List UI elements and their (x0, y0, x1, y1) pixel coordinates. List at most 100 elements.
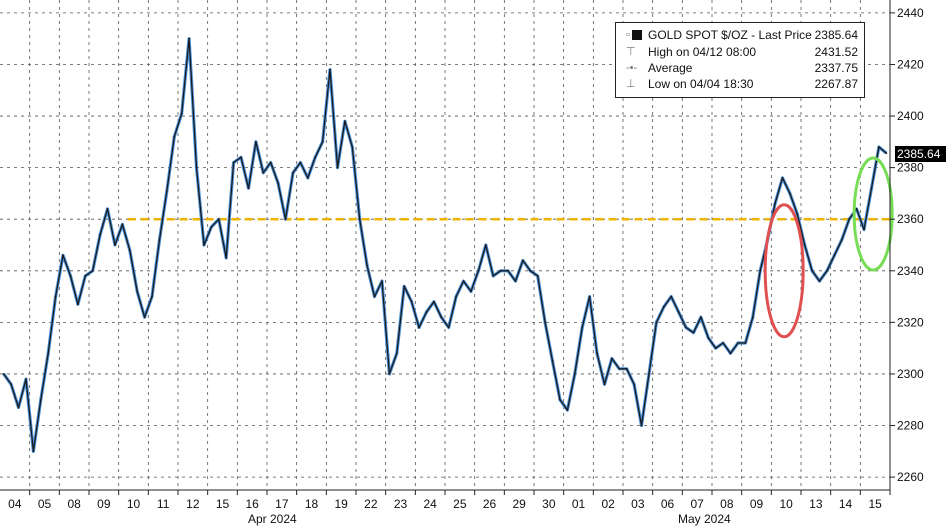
price-point (796, 213, 799, 215)
price-point (499, 269, 502, 272)
month-label-april: Apr 2024 (248, 512, 297, 526)
price-point (774, 202, 776, 205)
legend-low-label: Low on 04/04 18:30 (648, 77, 754, 91)
price-point (803, 244, 806, 246)
price-point (25, 378, 27, 381)
price-point (826, 269, 828, 272)
price-point (470, 290, 472, 293)
y-axis: 2260 2280 2300 2320 2340 2360 2380 2400 2420 2440 (889, 0, 924, 490)
x-tick-label: 14 (839, 497, 853, 511)
y-tick-label: 2300 (897, 367, 924, 381)
price-point (121, 223, 124, 226)
x-tick-label: 10 (127, 497, 141, 511)
y-tick-label: 2320 (897, 315, 924, 329)
x-tick-label: 13 (809, 497, 823, 511)
price-point (151, 295, 153, 298)
y-tick-label: 2280 (897, 419, 924, 433)
price-point (240, 156, 242, 159)
price-point (106, 207, 109, 210)
price-point (292, 171, 294, 174)
price-point (254, 140, 257, 143)
price-point (648, 373, 650, 375)
x-tick-label: 08 (720, 497, 734, 511)
y-tick-label: 2400 (897, 109, 924, 123)
price-point (203, 244, 205, 246)
price-point (751, 316, 754, 319)
price-point (811, 269, 814, 272)
price-point (388, 373, 391, 375)
price-point (165, 189, 168, 192)
price-point (640, 424, 643, 427)
y-tick-label: 2340 (897, 264, 924, 278)
price-point (432, 300, 435, 303)
price-point (69, 275, 72, 277)
legend-high-label: High on 04/12 08:00 (648, 45, 757, 59)
price-point (492, 275, 495, 277)
x-tick-label: 01 (572, 497, 586, 511)
price-point (128, 249, 131, 252)
price-point (870, 187, 873, 190)
price-point (381, 280, 383, 283)
x-tick-label: 10 (779, 497, 793, 511)
month-label-may: May 2024 (678, 512, 731, 526)
legend-title: GOLD SPOT $/OZ - Last Price (648, 28, 812, 42)
legend-avg-label: Average (648, 61, 693, 75)
x-tick-label: 07 (690, 497, 704, 511)
price-point (484, 244, 487, 246)
x-tick-label: 26 (483, 497, 497, 511)
legend-title-value: 2385.64 (814, 28, 858, 42)
price-point (610, 357, 613, 360)
price-point (581, 326, 584, 329)
x-tick-label: 03 (631, 497, 645, 511)
price-point (848, 218, 851, 221)
x-tick-label: 18 (305, 497, 319, 511)
price-point (840, 238, 843, 241)
x-tick-label: 15 (868, 497, 882, 511)
price-point (269, 161, 272, 164)
legend-row-average: -•- Average 2337.75 (622, 60, 858, 76)
price-point (84, 275, 87, 277)
price-point (277, 182, 280, 185)
price-point (351, 146, 354, 148)
price-point (17, 406, 20, 409)
price-point (173, 135, 176, 138)
price-point (855, 207, 858, 210)
x-tick-label: 17 (275, 497, 289, 511)
series-swatch (632, 30, 642, 40)
price-point (588, 295, 591, 298)
price-point (321, 140, 324, 143)
legend-row-high: ⊤ High on 04/12 08:00 2431.52 (622, 44, 858, 60)
x-tick-label: 25 (453, 497, 467, 511)
annotation-ellipse (852, 156, 894, 272)
price-point (447, 326, 450, 329)
price-point (373, 295, 376, 298)
price-point (559, 398, 561, 401)
price-point (247, 187, 250, 190)
y-tick-label: 2260 (897, 470, 924, 484)
price-point (722, 342, 725, 344)
price-point (603, 383, 606, 386)
x-tick-label: 30 (542, 497, 556, 511)
price-point (10, 383, 13, 386)
price-point (833, 254, 836, 257)
price-point (114, 244, 116, 246)
price-point (62, 254, 64, 257)
price-point (670, 295, 673, 298)
x-tick-label: 15 (216, 497, 230, 511)
price-point (625, 367, 628, 370)
price-point (180, 112, 183, 115)
price-point (877, 146, 880, 148)
price-point (618, 367, 621, 370)
price-point (633, 383, 636, 386)
price-point (818, 280, 821, 283)
y-tick-label: 2380 (897, 161, 924, 175)
x-tick-label: 11 (157, 497, 170, 511)
price-point (514, 280, 517, 283)
legend-row-last-price: ▫ GOLD SPOT $/OZ - Last Price 2385.64 (622, 27, 858, 43)
price-point (729, 352, 732, 355)
price-point (91, 269, 94, 272)
price-point (188, 37, 191, 40)
price-series-layer (2, 37, 888, 453)
price-point (885, 152, 888, 154)
